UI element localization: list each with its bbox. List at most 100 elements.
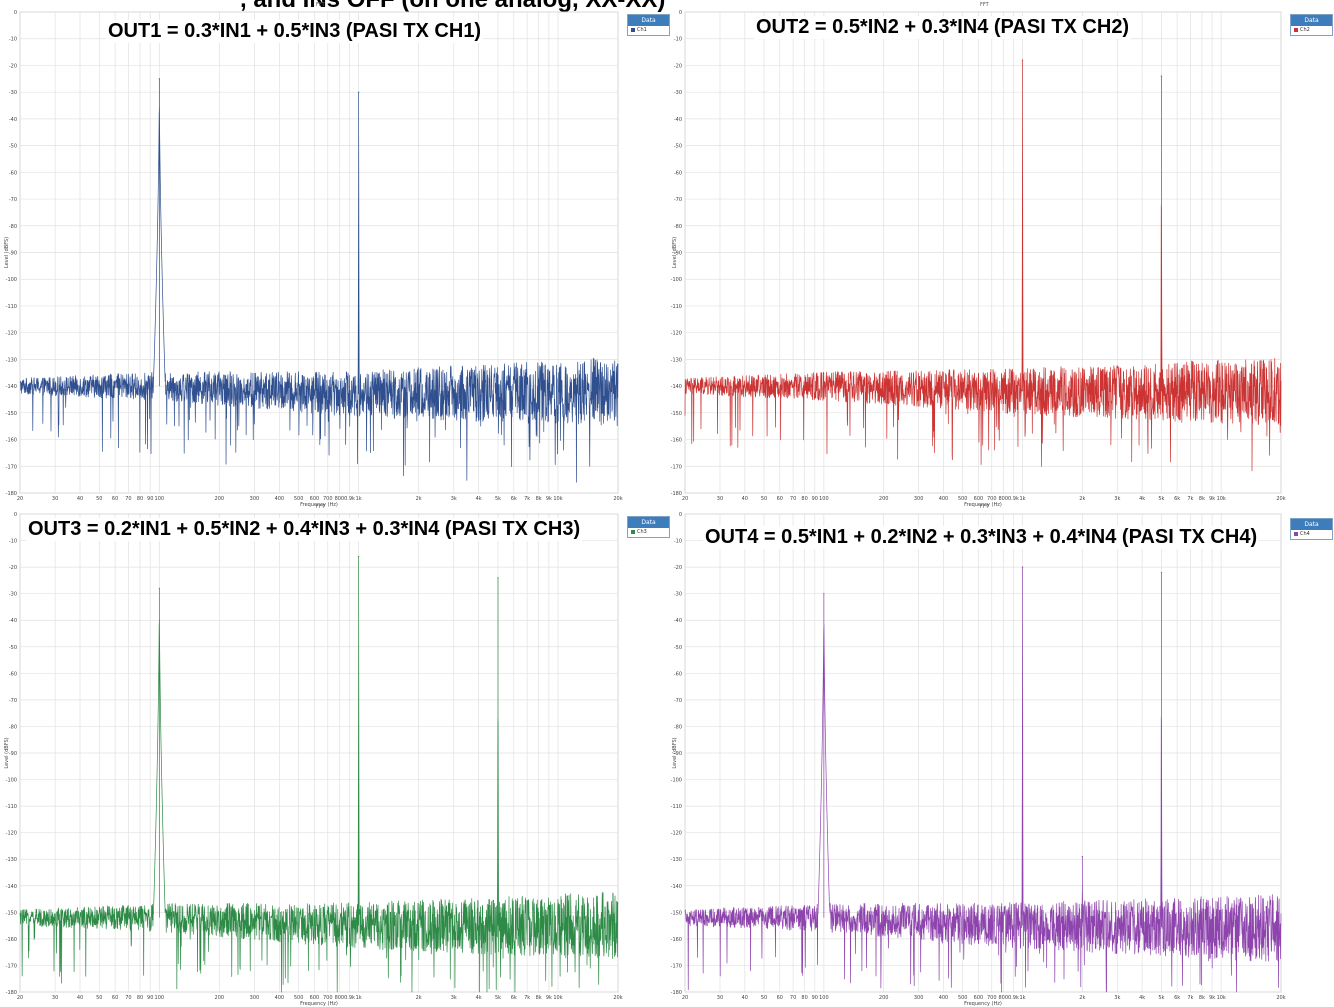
y-tick-label: -70 — [9, 197, 17, 203]
legend-box[interactable]: Data Ch2 — [1290, 14, 1333, 36]
y-tick-label: -60 — [9, 671, 17, 677]
y-tick-label: -60 — [9, 170, 17, 176]
y-tick-label: 0 — [14, 10, 17, 16]
y-tick-label: -100 — [671, 277, 682, 283]
x-tick-label: 9k — [1209, 995, 1215, 1001]
y-tick-label: -180 — [671, 990, 682, 996]
legend-box[interactable]: Data Ch1 — [627, 14, 670, 36]
x-tick-label: 40 — [742, 995, 748, 1001]
x-tick-label: 1k — [1019, 995, 1025, 1001]
legend-swatch-icon — [631, 529, 635, 534]
y-tick-label: -160 — [6, 438, 17, 444]
y-tick-label: -150 — [671, 910, 682, 916]
legend-entry[interactable]: Ch4 — [1291, 530, 1332, 539]
x-tick-label: 60 — [112, 995, 118, 1001]
x-tick-label: 700 — [323, 995, 333, 1001]
x-tick-label: 80 — [801, 995, 807, 1001]
x-axis-label: Frequency (Hz) — [964, 1001, 1002, 1007]
fft-chart-svg: 0 -10 -20 -30 -40 -50 -60 -70 -80 -90 -100 -110 -120… — [671, 10, 1286, 508]
x-tick-label: 500 — [294, 995, 304, 1001]
chart-top-label: FFT — [980, 504, 989, 510]
x-axis-label: Frequency (Hz) — [300, 502, 338, 508]
y-tick-label: -40 — [9, 117, 17, 123]
y-tick-label: -30 — [9, 90, 17, 96]
y-axis-label: Level (dBFS) — [4, 237, 10, 268]
x-tick-label: 9k — [546, 496, 552, 502]
x-tick-label: 6k — [511, 496, 517, 502]
x-tick-label: 6k — [1174, 496, 1180, 502]
chart-panel-out3: 0 -10 -20 -30 -40 -50 -60 -70 -80 -90 -100 -110 -120… — [0, 504, 670, 1007]
chart-top-label: FFT — [316, 504, 325, 510]
x-tick-label: 5k — [495, 995, 501, 1001]
legend-box[interactable]: Data Ch4 — [1290, 518, 1333, 540]
x-tick-label: 4k — [1139, 496, 1145, 502]
y-tick-label: -50 — [674, 144, 682, 150]
x-tick-label: 70 — [790, 995, 796, 1001]
x-tick-label: 500 — [958, 995, 968, 1001]
y-tick-label: -140 — [6, 384, 17, 390]
x-tick-label: 600 — [974, 496, 984, 502]
top-caption-text: , and INs OFF (on one analog, XX-XX) — [240, 0, 665, 14]
y-tick-label: -150 — [671, 411, 682, 417]
y-tick-label: -100 — [6, 778, 17, 784]
y-tick-label: -120 — [671, 831, 682, 837]
y-tick-label: -130 — [671, 357, 682, 363]
peak-point — [1081, 855, 1083, 858]
y-tick-label: -180 — [671, 491, 682, 497]
x-tick-label: 700 — [323, 496, 333, 502]
y-tick-label: -70 — [9, 698, 17, 704]
y-tick-label: -170 — [671, 963, 682, 969]
y-tick-label: -180 — [6, 491, 17, 497]
y-tick-label: -120 — [6, 331, 17, 337]
x-tick-label: 60 — [777, 995, 783, 1001]
y-tick-label: -150 — [6, 910, 17, 916]
peak-point — [1021, 59, 1024, 61]
series-line-ch1 — [19, 78, 619, 483]
series-line-ch3 — [19, 556, 619, 993]
y-tick-label: -50 — [9, 645, 17, 651]
x-tick-label: 3k — [451, 995, 457, 1001]
x-tick-label: 100 — [819, 496, 829, 502]
x-tick-label: 8k — [1199, 496, 1205, 502]
x-axis-label: Frequency (Hz) — [964, 502, 1002, 508]
y-tick-label: -20 — [674, 565, 682, 571]
x-tick-label: 7k — [524, 995, 530, 1001]
x-tick-label: 300 — [914, 496, 924, 502]
x-tick-label: 20k — [613, 995, 622, 1001]
y-tick-label: -130 — [671, 857, 682, 863]
fft-chart-svg: 0 -10 -20 -30 -40 -50 -60 -70 -80 -90 -100 -110 -120… — [4, 512, 623, 1007]
x-tick-label: 10k — [553, 496, 562, 502]
chart-top-label: FFT — [980, 2, 989, 8]
y-tick-label: -100 — [6, 277, 17, 283]
legend-entry[interactable]: Ch2 — [1291, 26, 1332, 35]
y-tick-label: -110 — [671, 804, 682, 810]
y-tick-label: -80 — [9, 724, 17, 730]
y-tick-label: -60 — [674, 671, 682, 677]
x-tick-label: 30 — [52, 496, 58, 502]
x-tick-label: 600 — [974, 995, 984, 1001]
x-tick-label: 0.9k — [344, 995, 355, 1001]
x-tick-label: 5k — [495, 496, 501, 502]
y-tick-label: -50 — [9, 144, 17, 150]
legend-box[interactable]: Data Ch3 — [627, 516, 670, 538]
x-tick-label: 200 — [215, 496, 225, 502]
x-tick-label: 20 — [17, 496, 23, 502]
y-tick-label: -110 — [6, 804, 17, 810]
y-tick-label: -120 — [671, 331, 682, 337]
x-tick-label: 400 — [939, 995, 949, 1001]
y-tick-label: 0 — [679, 10, 682, 16]
x-tick-label: 6k — [1174, 995, 1180, 1001]
x-tick-label: 6k — [511, 995, 517, 1001]
x-tick-label: 3k — [1114, 995, 1120, 1001]
x-tick-label: 3k — [451, 496, 457, 502]
fft-chart-svg: 0 -10 -20 -30 -40 -50 -60 -70 -80 -90 -100 -110 -120… — [671, 512, 1286, 1007]
x-tick-label: 300 — [914, 995, 924, 1001]
chart-title: OUT3 = 0.2*IN1 + 0.5*IN2 + 0.4*IN3 + 0.3… — [26, 518, 583, 541]
legend-entry[interactable]: Ch3 — [628, 528, 669, 537]
legend-entry[interactable]: Ch1 — [628, 26, 669, 35]
y-tick-label: -160 — [6, 937, 17, 943]
y-tick-label: 0 — [14, 512, 17, 518]
x-tick-label: 2k — [416, 995, 422, 1001]
x-tick-label: 20 — [17, 995, 23, 1001]
chart-panel-out2: 0 -10 -20 -30 -40 -50 -60 -70 -80 -90 -100 -110 -120… — [668, 2, 1334, 508]
